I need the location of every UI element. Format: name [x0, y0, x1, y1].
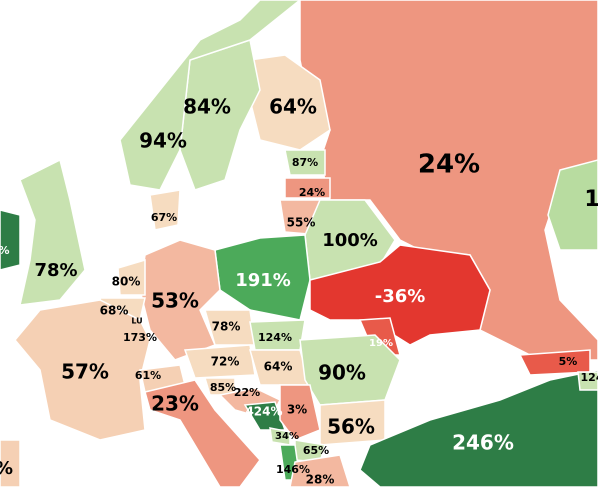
region-label: 124: [581, 371, 598, 384]
region-label: 78%: [212, 320, 241, 334]
region-label: 56%: [327, 415, 375, 439]
turkey: [359, 369, 598, 487]
region-label: 90%: [318, 361, 366, 385]
region-label: 246%: [452, 431, 514, 455]
ireland: [0, 209, 21, 271]
region-label: -36%: [375, 286, 426, 307]
bosnia: [243, 401, 287, 431]
armenia: [577, 371, 598, 391]
region-label: 23%: [151, 392, 199, 416]
region-label: 57%: [61, 360, 109, 384]
region-label: 55%: [287, 216, 316, 230]
region-label: 19%: [369, 338, 393, 349]
germany: [139, 239, 221, 361]
greece: [289, 454, 351, 487]
region-label: %: [0, 244, 10, 257]
kazakhstan: [547, 159, 598, 251]
region-label: 64%: [264, 360, 293, 374]
sweden: [179, 39, 261, 191]
france: [14, 299, 151, 441]
poland: [214, 234, 311, 321]
ukraine: [309, 244, 491, 346]
region-label: 146%: [276, 463, 310, 476]
region-label: 34%: [275, 431, 299, 442]
region-label: LU: [131, 317, 142, 326]
region-label: 24%: [299, 186, 325, 199]
region-label: 5%: [559, 355, 578, 368]
latvia: [284, 177, 331, 199]
region-label: 1: [584, 187, 598, 212]
region-label: 124%: [258, 331, 292, 344]
serbia: [279, 384, 321, 441]
region-label: 85%: [210, 381, 236, 394]
region-label: 424%: [245, 405, 282, 419]
region-label: 28%: [306, 473, 335, 487]
region-label: 72%: [211, 355, 240, 369]
region-label: 3%: [287, 403, 307, 417]
region-label: 84%: [183, 95, 231, 119]
uk: [19, 158, 86, 306]
region-label: 64%: [269, 95, 317, 119]
region-label: %: [0, 458, 13, 479]
region-label: 61%: [135, 369, 161, 382]
netherlands: [117, 258, 146, 296]
region-label: 65%: [303, 444, 329, 457]
denmark: [149, 189, 181, 231]
norway: [119, 0, 302, 191]
labels: 94% 84% 64% 24% 87% 24% 55% 100% 67% 78% 80% 68%LU 1…: [0, 95, 598, 487]
region-label: 191%: [235, 270, 291, 291]
austria: [183, 344, 256, 379]
region-label: 53%: [151, 289, 199, 313]
italy: [144, 379, 261, 487]
region-label: 22%: [234, 386, 260, 399]
estonia: [284, 149, 326, 176]
region-label: 100%: [322, 230, 378, 251]
region-label: 173%: [123, 331, 157, 344]
region-label: 94%: [139, 129, 187, 153]
region-label: 68%: [100, 304, 129, 318]
region-label: 24%: [418, 150, 480, 180]
portugal: [0, 439, 21, 487]
region-label: 87%: [292, 156, 318, 169]
region-label: 80%: [112, 275, 141, 289]
region-label: 78%: [34, 260, 77, 281]
region-label: 67%: [151, 211, 177, 224]
